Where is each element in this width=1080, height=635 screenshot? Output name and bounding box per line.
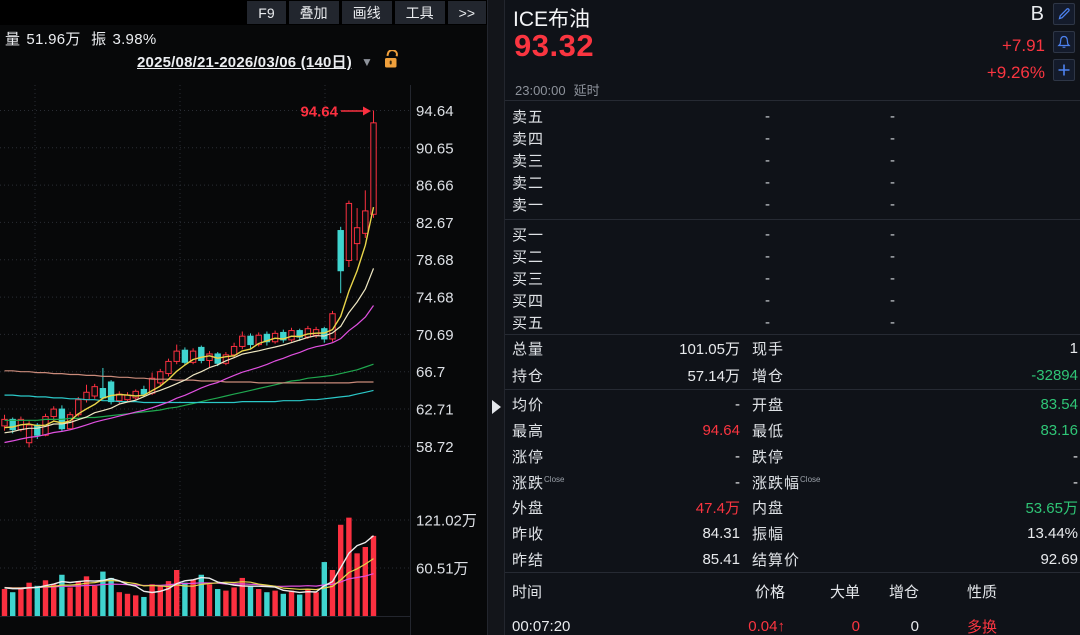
toolbar-button-3[interactable]: 工具 — [394, 1, 445, 24]
svg-text:70.69: 70.69 — [416, 327, 454, 344]
tape-header-cell: 价格 — [754, 584, 785, 602]
order-book-row: 卖五 - - — [512, 107, 895, 126]
order-book-divider — [505, 218, 1080, 220]
stat-row: 持仓 57.14万 增仓 -32894 — [512, 366, 1078, 385]
candlestick-chart: 94.64 90.65 86.66 82.67 78.68 74.68 70.69 66.7 6… — [0, 85, 487, 635]
tape-header-cell: 增仓 — [888, 584, 919, 602]
toolbar-button-2[interactable]: 画线 — [341, 1, 392, 24]
add-plus-icon[interactable] — [1053, 59, 1075, 81]
tape-rows: 00:07:20 0.04↑ 0 0 多换 — [505, 616, 1080, 635]
order-book-row: 卖一 - - — [512, 196, 895, 215]
svg-text:60.51万: 60.51万 — [416, 561, 469, 578]
date-range-text[interactable]: 2025/08/21-2026/03/06 (140日) — [137, 54, 352, 71]
tape-row: 00:07:20 0.04↑ 0 0 多换 — [512, 618, 997, 635]
volume-axis: 121.02万 60.51万 — [416, 513, 477, 578]
volume-bars — [1, 517, 377, 616]
instrument-code: B — [1030, 3, 1044, 25]
expand-arrow-icon[interactable] — [492, 400, 501, 414]
stat-row: 均价 - 开盘 83.54 — [512, 396, 1078, 415]
quote-panel: ICE布油 B 93.32 +7.91 +9.26% 23:00:00 延时 卖五… — [505, 0, 1080, 635]
date-range-control[interactable]: 2025/08/21-2026/03/06 (140日) ▼ — [137, 49, 399, 73]
price-ma-lines — [4, 206, 375, 444]
time-value: 23:00:00 — [515, 83, 566, 98]
order-book-row: 买四 - - — [512, 292, 895, 311]
instrument-name: ICE布油 — [513, 8, 591, 31]
svg-text:82.67: 82.67 — [416, 215, 454, 232]
stat-row: 昨收 84.31 振幅 13.44% — [512, 525, 1078, 544]
amplitude-value: 3.98% — [112, 31, 157, 48]
order-book-row: 买五 - - — [512, 314, 895, 333]
order-book-row: 买二 - - — [512, 247, 895, 266]
svg-text:78.68: 78.68 — [416, 252, 454, 269]
volume-label: 量 — [5, 31, 21, 48]
delay-label: 延时 — [573, 83, 600, 98]
svg-text:86.66: 86.66 — [416, 178, 454, 195]
stat-row: 外盘 47.4万 内盘 53.65万 — [512, 500, 1078, 518]
svg-text:121.02万: 121.02万 — [416, 513, 477, 530]
toolbar-button-4[interactable]: >> — [447, 1, 486, 24]
chart-toolbar: F9 叠加 画线 工具 >> — [0, 0, 487, 25]
amplitude-label: 振 — [91, 31, 107, 48]
gridlines — [0, 85, 411, 635]
svg-text:74.68: 74.68 — [416, 290, 454, 307]
svg-text:66.7: 66.7 — [416, 364, 445, 381]
tape-header-cell: 性质 — [966, 584, 997, 602]
price-change-percent: +9.26% — [986, 63, 1045, 82]
edit-icon[interactable] — [1053, 3, 1075, 25]
chart-info-line: 量 51.96万 振 3.98% — [5, 28, 162, 49]
order-book-row: 卖四 - - — [512, 129, 895, 148]
chart-panel: F9 叠加 画线 工具 >> 量 51.96万 振 3.98% 2025/08/21-202… — [0, 0, 487, 635]
svg-text:94.64: 94.64 — [416, 103, 454, 120]
last-price: 93.32 — [514, 28, 595, 63]
quote-time: 23:00:00 延时 — [515, 80, 608, 99]
time-and-sales: 时间 价格 大单 增仓 性质 00:07:20 0.04↑ 0 0 多换 — [505, 573, 1080, 635]
tape-header-row: 时间 价格 大单 增仓 性质 — [505, 573, 1080, 602]
panel-divider — [487, 0, 505, 635]
stat-row: 最高 94.64 最低 83.16 — [512, 422, 1078, 441]
chevron-down-icon[interactable]: ▼ — [360, 54, 373, 69]
svg-text:94.64: 94.64 — [300, 104, 338, 121]
svg-text:90.65: 90.65 — [416, 140, 454, 157]
alert-bell-icon[interactable] — [1053, 31, 1075, 53]
tape-header-cell: 大单 — [829, 584, 860, 602]
toolbar-button-0[interactable]: F9 — [247, 1, 286, 24]
price-axis: 94.64 90.65 86.66 82.67 78.68 74.68 70.69 66.7 6… — [416, 103, 454, 456]
svg-text:62.71: 62.71 — [416, 401, 454, 418]
volume-value: 51.96万 — [26, 31, 81, 48]
order-book-row: 卖三 - - — [512, 151, 895, 170]
volume-position-stats: 总量 101.05万 现手 1 持仓 57.14万 增仓 -32894 — [505, 335, 1080, 389]
volume-ma-lines — [4, 535, 374, 594]
price-change: +7.91 — [1001, 36, 1045, 55]
toolbar-button-1[interactable]: 叠加 — [288, 1, 339, 24]
order-book: 卖五 - - 卖四 - - 卖三 - - 卖二 - - 卖一 - - 买一 - - 买二 - - 买三 - - 买四 - - 买五 - - — [505, 101, 1080, 334]
quote-header: ICE布油 B 93.32 +7.91 +9.26% 23:00:00 延时 — [505, 0, 1080, 101]
stat-row: 总量 101.05万 现手 1 — [512, 339, 1078, 358]
unlock-icon[interactable] — [382, 49, 399, 73]
high-price-annotation: 94.64 — [300, 104, 371, 121]
stat-row: 昨结 85.41 结算价 92.69 — [512, 551, 1078, 570]
quote-action-icons — [1053, 3, 1075, 81]
tape-header-cell: 时间 — [512, 584, 543, 602]
stat-row: 涨停 - 跌停 - — [512, 447, 1078, 466]
svg-text:58.72: 58.72 — [416, 439, 454, 456]
detail-stats: 均价 - 开盘 83.54 最高 94.64 最低 83.16 涨停 - 跌停 - 涨跌Close - 涨跌… — [505, 390, 1080, 573]
candles — [1, 110, 377, 448]
stat-row: 涨跌Close - 涨跌幅Close - — [512, 473, 1078, 492]
order-book-row: 卖二 - - — [512, 174, 895, 193]
order-book-row: 买三 - - — [512, 269, 895, 288]
order-book-row: 买一 - - — [512, 225, 895, 244]
